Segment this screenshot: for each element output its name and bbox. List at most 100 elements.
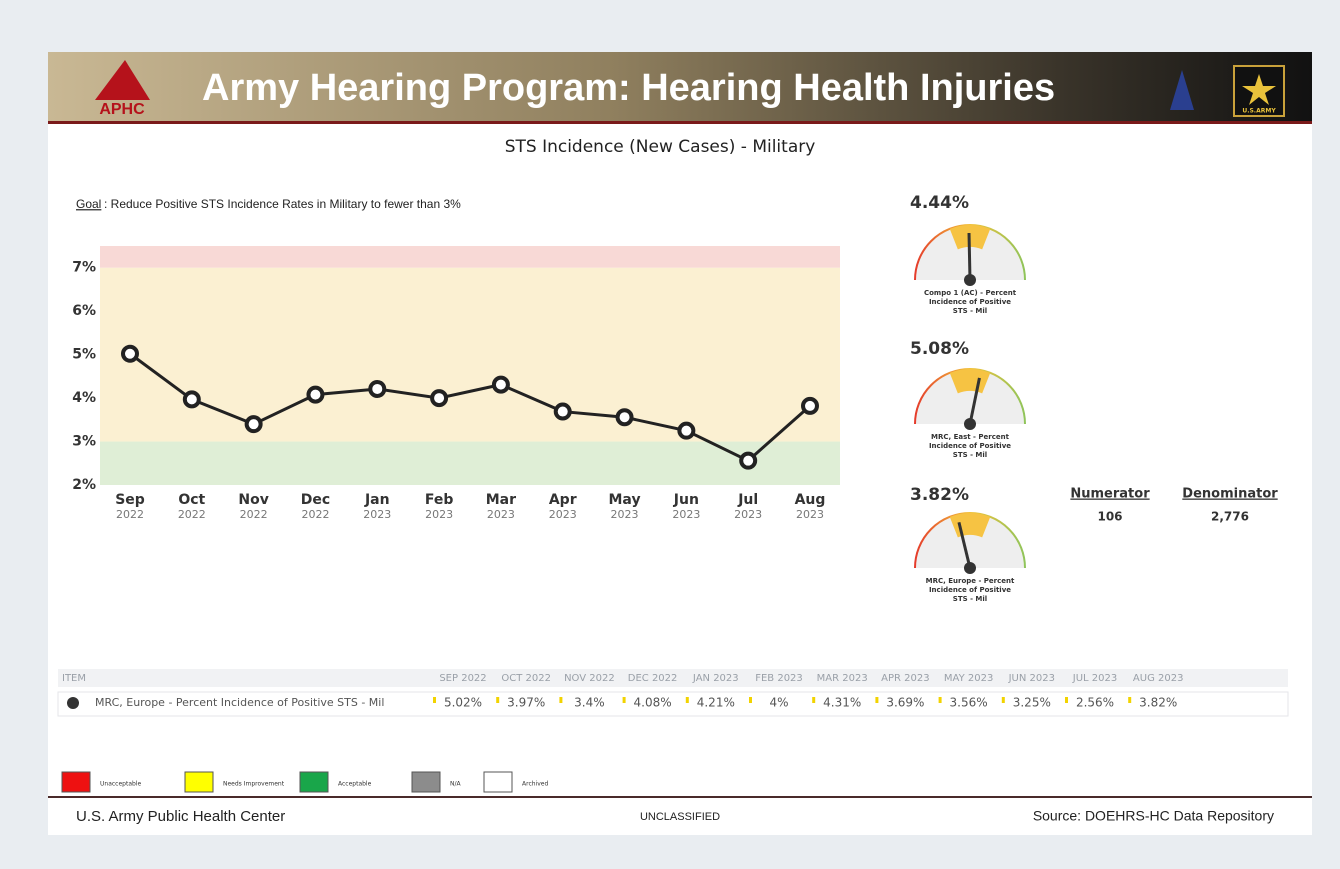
table-header-cell: SEP 2022 xyxy=(439,673,486,684)
x-tick-label: Aug xyxy=(795,492,826,508)
table-header-cell: JUL 2023 xyxy=(1072,673,1117,684)
point xyxy=(182,390,201,409)
y-tick-label: 5% xyxy=(72,347,96,363)
gauge-caption: Incidence of Positive xyxy=(929,586,1011,594)
gauge-needle xyxy=(967,232,972,281)
count-value: 106 xyxy=(1097,510,1122,524)
x-tick-sublabel: 2022 xyxy=(116,508,144,521)
gauge-hub xyxy=(964,274,976,286)
x-tick-label: Oct xyxy=(178,492,205,508)
cell-flag xyxy=(1128,697,1132,703)
x-tick-label: May xyxy=(609,492,641,508)
x-tick-sublabel: 2023 xyxy=(796,508,824,521)
table-cell: 3.97% xyxy=(507,696,545,710)
table-cell: 3.82% xyxy=(1139,696,1177,710)
gauge-face xyxy=(915,513,1025,568)
gauge-caption: Compo 1 (AC) - Percent xyxy=(924,289,1017,297)
x-tick-label: Jul xyxy=(737,492,758,508)
x-tick-sublabel: 2023 xyxy=(734,508,762,521)
point xyxy=(491,375,510,394)
gauge-caption: STS - Mil xyxy=(953,451,987,459)
cell-flag xyxy=(559,697,563,703)
y-tick-label: 3% xyxy=(72,434,96,450)
table-cell: 3.25% xyxy=(1013,696,1051,710)
x-tick-sublabel: 2023 xyxy=(549,508,577,521)
count-label: Numerator xyxy=(1070,487,1150,502)
table-row-bg xyxy=(57,691,1289,717)
table-header-cell: MAY 2023 xyxy=(944,673,993,684)
logo-left: APHC xyxy=(99,101,145,118)
legend-swatch xyxy=(299,771,329,793)
gauge-caption: STS - Mil xyxy=(953,307,987,315)
table-header-cell: JAN 2023 xyxy=(692,673,739,684)
table-header-cell: OCT 2022 xyxy=(501,673,551,684)
x-tick-label: Mar xyxy=(486,492,516,508)
row-bullet xyxy=(67,697,79,709)
table-cell: 3.69% xyxy=(886,696,924,710)
logo-right: U.S.ARMY xyxy=(1242,108,1276,115)
logo-mark xyxy=(95,60,150,100)
band xyxy=(100,441,840,485)
legend-label: Unacceptable xyxy=(100,781,141,788)
table-cell: MRC, Europe - Percent Incidence of Posit… xyxy=(95,696,384,709)
gauge-caption: Incidence of Positive xyxy=(929,442,1011,450)
gauge-caption: MRC, Europe - Percent xyxy=(926,577,1015,585)
legend-swatch xyxy=(61,771,91,793)
table-cell: 4.21% xyxy=(697,696,735,710)
header-bar xyxy=(48,52,1312,122)
y-tick-label: 4% xyxy=(72,390,96,406)
table-cell: 5.02% xyxy=(444,696,482,710)
table-header-cell: JUN 2023 xyxy=(1008,673,1055,684)
footer-left: U.S. Army Public Health Center xyxy=(76,808,285,825)
x-tick-label: Apr xyxy=(549,492,577,508)
cell-flag xyxy=(622,697,626,703)
series-line xyxy=(129,352,811,463)
point xyxy=(553,402,572,421)
gauge-zone xyxy=(949,369,991,394)
table-header-cell: AUG 2023 xyxy=(1133,673,1184,684)
cell-flag xyxy=(938,697,942,703)
table-header-cell: APR 2023 xyxy=(881,673,929,684)
table-cell: 4.08% xyxy=(634,696,672,710)
army-star xyxy=(1242,74,1276,105)
gauge-value: 4.44% xyxy=(910,193,969,213)
gauge-caption: Incidence of Positive xyxy=(929,298,1011,306)
gauge-needle xyxy=(968,377,981,425)
gauge-value: 3.82% xyxy=(910,485,969,505)
x-tick-sublabel: 2022 xyxy=(178,508,206,521)
x-tick-sublabel: 2022 xyxy=(240,508,268,521)
point xyxy=(801,396,819,415)
table-header-cell: FEB 2023 xyxy=(755,673,803,684)
count-label: Denominator xyxy=(1182,487,1278,502)
point xyxy=(368,379,387,398)
x-tick-label: Nov xyxy=(238,492,268,508)
cell-flag xyxy=(749,697,752,703)
legend-label: Archived xyxy=(522,781,548,788)
chart-title: STS Incidence (New Cases) - Military xyxy=(505,137,816,157)
point xyxy=(244,415,263,434)
gauge-face xyxy=(915,369,1025,424)
x-tick-label: Feb xyxy=(425,492,454,508)
table-header-cell: NOV 2022 xyxy=(564,673,615,684)
cell-flag xyxy=(812,697,816,703)
goal-label: Goal xyxy=(76,197,101,211)
table-header-bg xyxy=(58,669,1288,687)
table-cell: 3.4% xyxy=(574,696,605,710)
table-header-cell: ITEM xyxy=(62,673,86,684)
legend-label: Acceptable xyxy=(338,781,372,788)
table-cell: 2.56% xyxy=(1076,696,1114,710)
cell-flag xyxy=(496,697,500,703)
x-tick-label: Sep xyxy=(115,492,145,508)
y-tick-label: 7% xyxy=(72,260,96,276)
table-cell: 3.56% xyxy=(950,696,988,710)
goal-text: : Reduce Positive STS Incidence Rates in… xyxy=(104,197,461,211)
cell-flag xyxy=(1065,697,1068,703)
point xyxy=(121,344,139,363)
band xyxy=(100,246,840,268)
y-tick-label: 2% xyxy=(72,477,96,493)
table-cell: 4% xyxy=(769,696,788,710)
point xyxy=(615,408,634,427)
gauge-caption: STS - Mil xyxy=(953,595,987,603)
